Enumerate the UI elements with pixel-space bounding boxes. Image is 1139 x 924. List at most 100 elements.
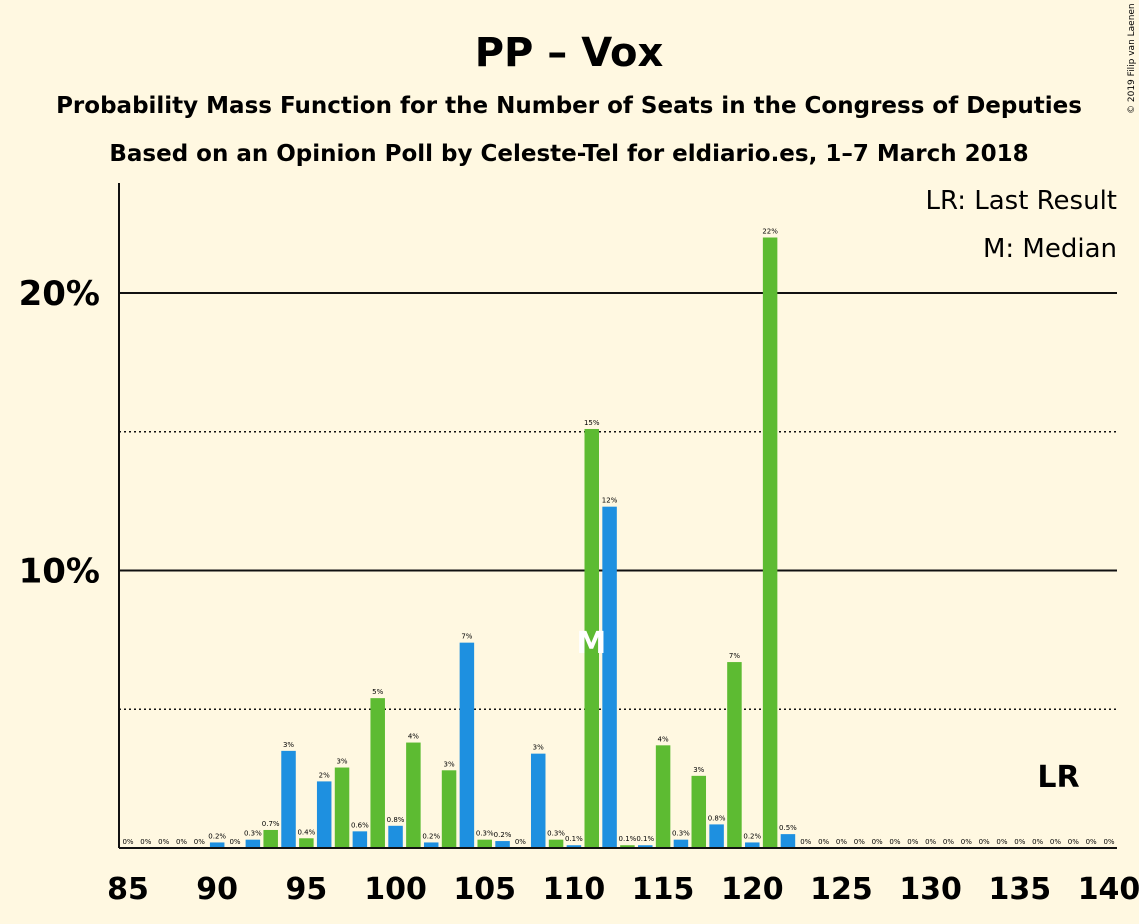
bar-117: [691, 775, 707, 848]
bar-label-140: 0%: [1103, 838, 1114, 846]
bar-label-120: 0.2%: [743, 832, 761, 840]
x-tick-label: 125: [810, 872, 873, 907]
bar-93: [263, 829, 278, 848]
x-tick-label: 100: [364, 872, 427, 907]
bar-label-97: 3%: [336, 758, 347, 766]
bar-label-106: 0.2%: [494, 831, 512, 839]
bar-104: [459, 642, 475, 848]
bar-label-139: 0%: [1086, 838, 1097, 846]
x-tick-label: 90: [196, 872, 238, 907]
bar-label-114: 0.1%: [636, 835, 654, 843]
bar-label-131: 0%: [943, 838, 954, 846]
bar-92: [245, 839, 261, 848]
bar-label-130: 0%: [925, 838, 936, 846]
bar-106: [495, 841, 510, 848]
bar-label-103: 3%: [443, 760, 454, 768]
bar-label-92: 0.3%: [244, 830, 262, 838]
bar-114: [638, 845, 653, 848]
legend-median: M: Median: [983, 234, 1117, 264]
bar-98: [352, 831, 368, 848]
chart-subtitle: Probability Mass Function for the Number…: [56, 93, 1082, 119]
x-tick-label: 135: [989, 872, 1052, 907]
bar-label-107: 0%: [515, 838, 526, 846]
bar-label-96: 2%: [319, 771, 330, 779]
bar-label-101: 4%: [408, 733, 419, 741]
bar-label-121: 22%: [762, 228, 778, 236]
bar-label-112: 12%: [602, 497, 618, 505]
bar-101: [406, 742, 421, 848]
bar-label-98: 0.6%: [351, 821, 369, 829]
bar-95: [299, 838, 314, 848]
bar-113: [620, 845, 635, 848]
x-tick-label: 115: [632, 872, 695, 907]
bar-label-108: 3%: [533, 744, 544, 752]
x-tick-label: 110: [543, 872, 606, 907]
bar-99: [370, 698, 385, 848]
bar-label-93: 0.7%: [262, 820, 280, 828]
bar-103: [441, 770, 457, 848]
bar-97: [334, 767, 350, 848]
bar-label-128: 0%: [889, 838, 900, 846]
bar-100: [388, 825, 403, 848]
bar-label-138: 0%: [1068, 838, 1079, 846]
bar-label-135: 0%: [1014, 838, 1025, 846]
bar-label-127: 0%: [872, 838, 883, 846]
bar-label-116: 0.3%: [672, 830, 690, 838]
chart-subtitle-2: Based on an Opinion Poll by Celeste-Tel …: [109, 141, 1028, 167]
bar-label-105: 0.3%: [476, 830, 494, 838]
bar-label-88: 0%: [176, 838, 187, 846]
bar-label-125: 0%: [836, 838, 847, 846]
gridlines: [119, 292, 1117, 711]
x-tick-label: 85: [107, 872, 149, 907]
bar-110: [566, 845, 582, 848]
last-result-marker: LR: [1037, 760, 1079, 795]
bar-label-102: 0.2%: [422, 832, 440, 840]
bar-label-137: 0%: [1050, 838, 1061, 846]
bar-label-117: 3%: [693, 766, 704, 774]
bar-109: [548, 839, 564, 848]
bar-label-136: 0%: [1032, 838, 1043, 846]
x-tick-label: 105: [453, 872, 516, 907]
bar-label-115: 4%: [658, 735, 669, 743]
bar-96: [316, 781, 332, 848]
bar-112: [602, 506, 617, 848]
bar-label-118: 0.8%: [708, 814, 726, 822]
bar-119: [727, 662, 742, 848]
bar-label-99: 5%: [372, 688, 383, 696]
bar-label-134: 0%: [996, 838, 1007, 846]
bar-label-91: 0%: [229, 838, 240, 846]
bar-label-85: 0%: [122, 838, 133, 846]
bar-label-89: 0%: [194, 838, 205, 846]
bar-116: [673, 839, 689, 848]
bar-105: [477, 839, 492, 848]
bar-label-95: 0.4%: [297, 828, 315, 836]
bars-group: [209, 237, 796, 848]
copyright-note: © 2019 Filip van Laenen: [1127, 3, 1137, 114]
bar-label-110: 0.1%: [565, 835, 583, 843]
bar-label-86: 0%: [140, 838, 151, 846]
bar-label-124: 0%: [818, 838, 829, 846]
bar-label-126: 0%: [854, 838, 865, 846]
x-tick-label: 130: [899, 872, 962, 907]
bar-102: [423, 842, 439, 848]
bar-label-119: 7%: [729, 652, 740, 660]
legend-last-result: LR: Last Result: [925, 186, 1117, 216]
bar-122: [780, 834, 796, 848]
axes-group: 85 90 95 100 105 110 115 120 125 130 135 140 10% 20%: [19, 183, 1139, 907]
bar-label-123: 0%: [800, 838, 811, 846]
bar-111: [584, 428, 599, 848]
x-tick-label: 120: [721, 872, 784, 907]
bar-94: [281, 750, 296, 848]
bar-label-129: 0%: [907, 838, 918, 846]
bar-label-104: 7%: [461, 633, 472, 641]
bar-121: [762, 237, 778, 848]
bar-labels-group: 0% 0%0.2% 0.3%3%2%0.6%0.8%0.2%7%0.2%3%0.1%…: [122, 228, 1114, 847]
y-tick-label: 20%: [19, 274, 100, 314]
bar-label-122: 0.5%: [779, 824, 797, 832]
bar-120: [745, 842, 760, 848]
bar-90: [209, 842, 225, 848]
x-tick-label: 95: [285, 872, 327, 907]
bar-label-113: 0.1%: [619, 835, 637, 843]
bar-label-87: 0%: [158, 838, 169, 846]
